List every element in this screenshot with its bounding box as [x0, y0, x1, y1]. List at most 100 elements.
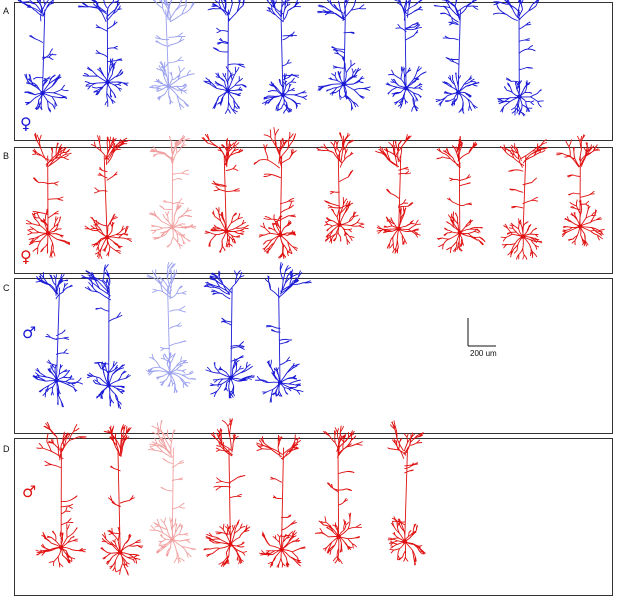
neuron-tracing: [35, 421, 87, 568]
neuron-dendrites: [35, 421, 87, 568]
neuron-tracing: [385, 0, 427, 112]
neuron-tracing: [256, 434, 306, 569]
neuron-soma: [577, 224, 583, 229]
neuron-tracing: [500, 139, 549, 260]
neuron-soma: [54, 378, 59, 383]
neuron-dendrites: [436, 136, 486, 254]
neuron-tracing: [100, 424, 144, 576]
neuron-dendrites: [375, 134, 421, 254]
neuron-dendrites: [387, 420, 426, 566]
neuron-dendrites: [254, 262, 312, 403]
neuron-dendrites: [556, 134, 605, 247]
neuron-tracing: [81, 264, 131, 410]
neuron-soma: [106, 383, 111, 388]
panel-c: [14, 278, 613, 434]
neuron-soma: [170, 224, 175, 230]
neuron-soma: [517, 94, 522, 99]
neuron-dendrites: [84, 135, 132, 259]
neuron-soma: [104, 235, 110, 240]
neuron-soma: [403, 86, 409, 91]
neuron-dendrites: [314, 425, 363, 564]
scale-bar-label: 200 um: [470, 349, 497, 358]
neuron-soma: [341, 81, 347, 87]
neuron-soma: [228, 542, 233, 547]
neuron-dendrites: [17, 0, 69, 113]
neuron-tracing: [492, 0, 544, 117]
neuron-tracing: [436, 136, 486, 254]
neuron-soma: [225, 88, 230, 93]
neuron-dendrites: [253, 127, 298, 260]
panel-b: [14, 147, 613, 274]
neuron-dendrites: [316, 132, 365, 245]
female-symbol-icon: ♀: [20, 247, 32, 266]
neuron-dendrites: [81, 264, 131, 410]
neuron-dendrites: [25, 132, 72, 258]
neuron-dendrites: [317, 0, 371, 111]
male-symbol-icon: ♂: [22, 482, 37, 501]
neuron-tracing: [146, 261, 196, 393]
neuron-tracing: [148, 134, 197, 249]
neuron-soma: [170, 537, 175, 542]
neuron-dendrites: [203, 0, 247, 115]
neuron-tracing: [433, 0, 480, 114]
neuron-soma: [118, 550, 123, 555]
neuron-soma: [336, 534, 341, 539]
neuron-dendrites: [256, 434, 306, 569]
neuron-soma: [224, 228, 229, 234]
neuron-soma: [520, 234, 526, 239]
neuron-soma: [457, 230, 462, 235]
neuron-soma: [277, 380, 283, 385]
neuron-tracing: [203, 270, 255, 399]
neuron-tracing: [387, 420, 426, 566]
neuron-tracing: [17, 0, 69, 113]
panel-d-label: D: [3, 444, 10, 454]
neuron-tracing: [201, 133, 249, 253]
neuron-dendrites: [262, 0, 308, 114]
neuron-dendrites: [32, 271, 83, 408]
neuron-tracing: [147, 420, 196, 564]
neuron-dendrites: [148, 134, 197, 249]
neuron-tracing: [25, 132, 72, 258]
neuron-dendrites: [201, 133, 249, 253]
male-symbol-icon: ♂: [22, 323, 37, 342]
neuron-tracing: [203, 0, 247, 115]
neuron-dendrites: [492, 0, 544, 117]
neuron-tracing: [77, 0, 129, 107]
neuron-dendrites: [77, 0, 129, 107]
panel-b-label: B: [3, 151, 10, 161]
neuron-dendrites: [149, 0, 195, 110]
neuron-tracing: [149, 0, 195, 110]
neuron-dendrites: [147, 420, 196, 564]
neuron-tracing: [32, 271, 83, 408]
neuron-tracing: [314, 425, 363, 564]
neuron-dendrites: [203, 418, 251, 567]
neuron-soma: [166, 84, 171, 89]
neuron-tracing: [84, 135, 132, 259]
neuron-soma: [58, 545, 64, 550]
neuron-tracing: [262, 0, 308, 114]
neuron-tracing: [254, 262, 312, 403]
neuron-tracing: [556, 134, 605, 247]
neuron-soma: [167, 371, 172, 376]
neuron-soma: [337, 222, 342, 227]
neuron-dendrites: [146, 261, 196, 393]
neuron-tracing: [253, 127, 298, 260]
panel-a-label: A: [3, 6, 10, 16]
neuron-dendrites: [500, 139, 549, 260]
neuron-tracing: [316, 132, 365, 245]
neuron-tracing: [317, 0, 371, 111]
neuron-soma: [456, 90, 461, 95]
neuron-dendrites: [433, 0, 480, 114]
neuron-dendrites: [100, 424, 144, 576]
neuron-soma: [279, 547, 284, 552]
neuron-tracing: [203, 418, 251, 567]
neuron-soma: [105, 80, 110, 85]
neuron-dendrites: [203, 270, 255, 399]
neuron-soma: [228, 375, 234, 381]
neuron-soma: [278, 232, 283, 238]
neuron-soma: [280, 92, 286, 98]
neuron-soma: [396, 226, 401, 231]
panel-c-label: C: [3, 283, 10, 293]
neuron-soma: [402, 539, 407, 544]
female-symbol-icon: ♀: [20, 114, 32, 133]
